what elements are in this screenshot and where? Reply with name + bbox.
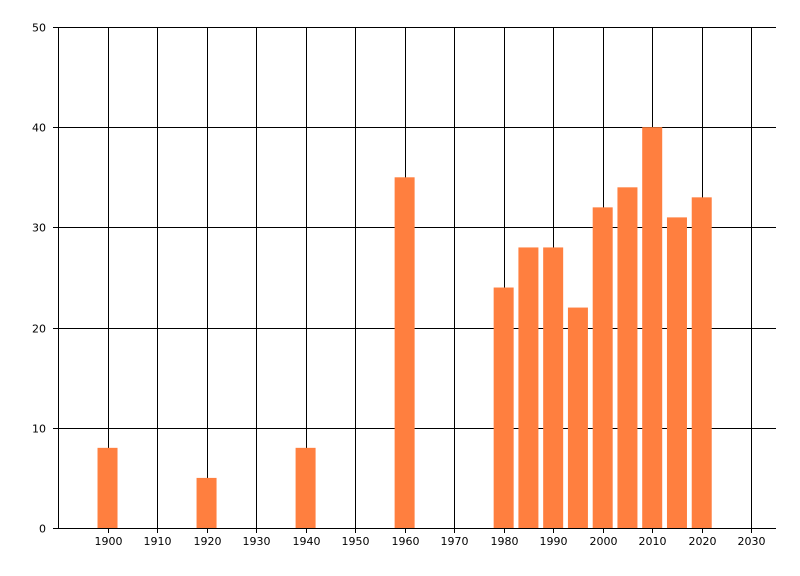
y-tick-label: 10 xyxy=(32,423,46,436)
bar-1995 xyxy=(567,307,588,528)
x-tick-label: 2010 xyxy=(639,535,667,548)
x-tick-label: 1990 xyxy=(540,535,568,548)
x-tick-label: 1920 xyxy=(194,535,222,548)
y-tick-label: 50 xyxy=(32,22,46,35)
y-tick-label: 0 xyxy=(39,523,46,536)
bar-2015 xyxy=(666,217,687,528)
x-tick-label: 1940 xyxy=(293,535,321,548)
x-tick-label: 1930 xyxy=(243,535,271,548)
bar-2010 xyxy=(642,127,663,528)
y-tick-label: 30 xyxy=(32,222,46,235)
x-tick-label: 2000 xyxy=(590,535,618,548)
bar-1980 xyxy=(493,287,514,528)
bar-2000 xyxy=(592,207,613,529)
bar-1990 xyxy=(543,247,564,528)
x-tick-label: 1900 xyxy=(95,535,123,548)
bar-1985 xyxy=(518,247,539,528)
x-tick-label: 1960 xyxy=(392,535,420,548)
bar-2020 xyxy=(691,197,712,528)
x-tick-label: 2030 xyxy=(738,535,766,548)
bars xyxy=(97,127,712,529)
x-tick-label: 1980 xyxy=(491,535,519,548)
y-axis-ticks: 0 10 20 30 40 50 xyxy=(32,22,58,536)
bar-1900 xyxy=(97,447,118,528)
x-tick-label: 1950 xyxy=(342,535,370,548)
x-tick-label: 1970 xyxy=(441,535,469,548)
axes xyxy=(58,27,776,529)
x-tick-label: 1910 xyxy=(144,535,172,548)
x-axis-ticks: 1900 1910 1920 1930 1940 1950 1960 1970 1980 1990… xyxy=(95,528,766,548)
bar-1960 xyxy=(394,177,415,529)
bar-1920 xyxy=(196,477,217,528)
x-tick-label: 2020 xyxy=(689,535,717,548)
y-tick-label: 40 xyxy=(32,122,46,135)
bar-1940 xyxy=(295,447,316,528)
bar-2005 xyxy=(617,187,638,528)
y-tick-label: 20 xyxy=(32,323,46,336)
